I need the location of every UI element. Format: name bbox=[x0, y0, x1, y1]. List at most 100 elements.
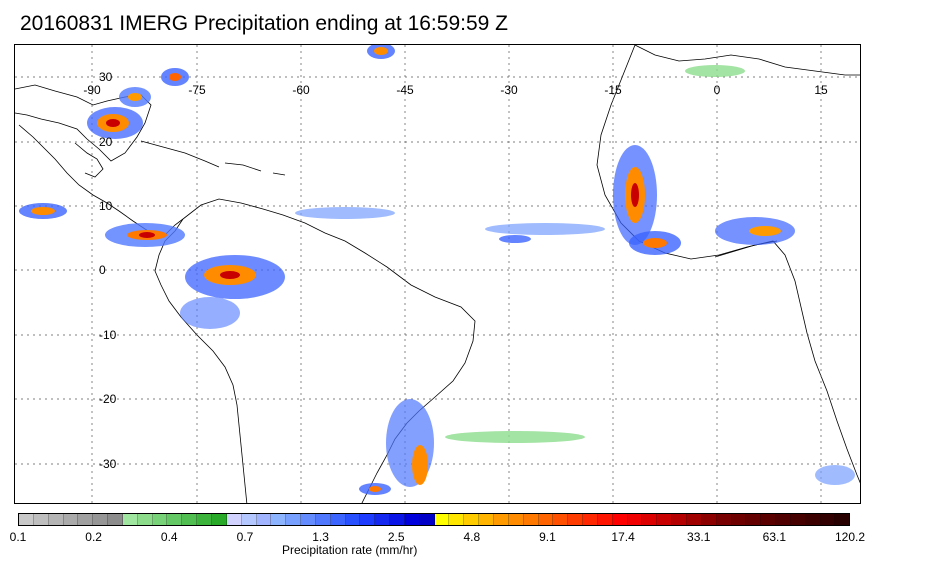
latitude-labels: 30 20 10 0 -10 -20 -30 bbox=[99, 70, 117, 471]
longitude-label: -45 bbox=[396, 83, 414, 97]
colorbar-swatch bbox=[790, 514, 806, 525]
colorbar-tick-label: 1.3 bbox=[312, 530, 329, 544]
colorbar-tick-label: 9.1 bbox=[539, 530, 556, 544]
colorbar-swatch bbox=[508, 514, 524, 525]
cluster-atlantic-itcz bbox=[295, 207, 605, 243]
colorbar-swatch bbox=[404, 514, 420, 525]
colorbar-swatch bbox=[776, 514, 791, 525]
colorbar-swatch bbox=[315, 514, 331, 525]
colorbar-swatch bbox=[167, 514, 183, 525]
cluster-north-atlantic bbox=[367, 45, 745, 77]
cuba-coast bbox=[140, 140, 220, 168]
colorbar-swatch bbox=[78, 514, 94, 525]
map-title: 20160831 IMERG Precipitation ending at 1… bbox=[20, 12, 508, 35]
longitude-label: 15 bbox=[814, 83, 828, 97]
colorbar-swatch bbox=[197, 514, 212, 525]
colorbar-swatch bbox=[538, 514, 554, 525]
puerto-rico-coast bbox=[272, 172, 286, 176]
gridlines bbox=[15, 45, 860, 503]
longitude-labels: -90 -75 -60 -45 -30 -15 0 15 bbox=[83, 83, 828, 97]
colorbar-swatch bbox=[479, 514, 494, 525]
colorbar-swatch bbox=[360, 514, 376, 525]
colorbar-swatch bbox=[464, 514, 480, 525]
colorbar-swatch bbox=[33, 514, 49, 525]
yucatan-coast bbox=[74, 142, 104, 178]
precipitation-clusters bbox=[19, 45, 855, 495]
colorbar-swatch bbox=[152, 514, 168, 525]
cluster-west-africa bbox=[613, 145, 795, 255]
colorbar-swatch bbox=[419, 514, 435, 525]
colorbar-tick-label: 17.4 bbox=[611, 530, 635, 544]
latitude-label: -10 bbox=[99, 328, 117, 342]
colorbar-swatch bbox=[182, 514, 198, 525]
africa-west-coast bbox=[596, 45, 860, 484]
colorbar-swatch bbox=[835, 514, 850, 525]
colorbar-swatch bbox=[286, 514, 302, 525]
colorbar-swatch bbox=[597, 514, 613, 525]
latitude-label: -20 bbox=[99, 392, 117, 406]
colorbar-swatch bbox=[241, 514, 257, 525]
colorbar-swatch bbox=[390, 514, 405, 525]
colorbar-swatch bbox=[256, 514, 272, 525]
colorbar-tick-label: 63.1 bbox=[762, 530, 787, 544]
cluster-colombia bbox=[180, 255, 285, 329]
colorbar-swatch bbox=[93, 514, 109, 525]
map-canvas: -90 -75 -60 -45 -30 -15 0 15 30 20 10 0 -10 -20 -30 bbox=[15, 45, 860, 503]
coastlines bbox=[15, 45, 860, 503]
colorbar-swatch bbox=[301, 514, 316, 525]
colorbar-swatch bbox=[330, 514, 346, 525]
colorbar-swatch bbox=[731, 514, 747, 525]
colorbar-tick-label: 120.2 bbox=[834, 530, 866, 544]
colorbar-tick-label: 0.2 bbox=[85, 530, 102, 544]
colorbar-swatch bbox=[108, 514, 123, 525]
longitude-label: -30 bbox=[500, 83, 518, 97]
colorbar-swatch bbox=[820, 514, 836, 525]
colorbar-swatch bbox=[672, 514, 687, 525]
longitude-label: -60 bbox=[292, 83, 310, 97]
colorbar-swatch bbox=[701, 514, 717, 525]
colorbar-swatch bbox=[642, 514, 658, 525]
longitude-label: -75 bbox=[188, 83, 206, 97]
colorbar-swatch bbox=[568, 514, 584, 525]
north-america-coast bbox=[15, 84, 152, 162]
latitude-label: -30 bbox=[99, 457, 117, 471]
colorbar-swatch bbox=[19, 514, 34, 525]
colorbar bbox=[18, 513, 850, 526]
colorbar-tick-label: 0.7 bbox=[236, 530, 254, 544]
colorbar-swatch bbox=[805, 514, 821, 525]
longitude-label: 0 bbox=[714, 83, 721, 97]
cluster-pacific-east bbox=[19, 203, 67, 219]
colorbar-swatch bbox=[746, 514, 762, 525]
hispaniola-coast bbox=[224, 162, 262, 172]
colorbar-swatch bbox=[553, 514, 569, 525]
latitude-label: 30 bbox=[99, 70, 113, 84]
colorbar-swatch bbox=[271, 514, 287, 525]
africa-coast bbox=[634, 45, 860, 76]
colorbar-tick-label: 0.4 bbox=[160, 530, 178, 544]
colorbar-swatch bbox=[657, 514, 673, 525]
latitude-label: 0 bbox=[99, 263, 106, 277]
colorbar-swatch bbox=[345, 514, 361, 525]
colorbar-swatch bbox=[211, 514, 227, 525]
colorbar-tick-label: 4.8 bbox=[463, 530, 481, 544]
colorbar-swatch bbox=[761, 514, 777, 525]
colorbar-swatch bbox=[63, 514, 79, 525]
longitude-label: -15 bbox=[604, 83, 622, 97]
cluster-gulf-of-mexico bbox=[87, 68, 189, 139]
colorbar-swatch bbox=[434, 514, 450, 525]
colorbar-swatch bbox=[449, 514, 465, 525]
colorbar-swatch bbox=[583, 514, 598, 525]
cluster-central-america bbox=[105, 223, 185, 247]
colorbar-title: Precipitation rate (mm/hr) bbox=[282, 543, 418, 557]
latitude-label: 10 bbox=[99, 199, 113, 213]
longitude-label: -90 bbox=[83, 83, 101, 97]
colorbar-swatch bbox=[627, 514, 643, 525]
colorbar-swatch bbox=[137, 514, 153, 525]
colorbar-tick-label: 2.5 bbox=[387, 530, 405, 544]
colorbar-swatch bbox=[122, 514, 138, 525]
colorbar-swatch bbox=[494, 514, 509, 525]
colorbar-swatch bbox=[523, 514, 539, 525]
colorbar-swatch bbox=[716, 514, 732, 525]
colorbar-tick-label: 0.1 bbox=[9, 530, 27, 544]
latitude-label: 20 bbox=[99, 135, 113, 149]
